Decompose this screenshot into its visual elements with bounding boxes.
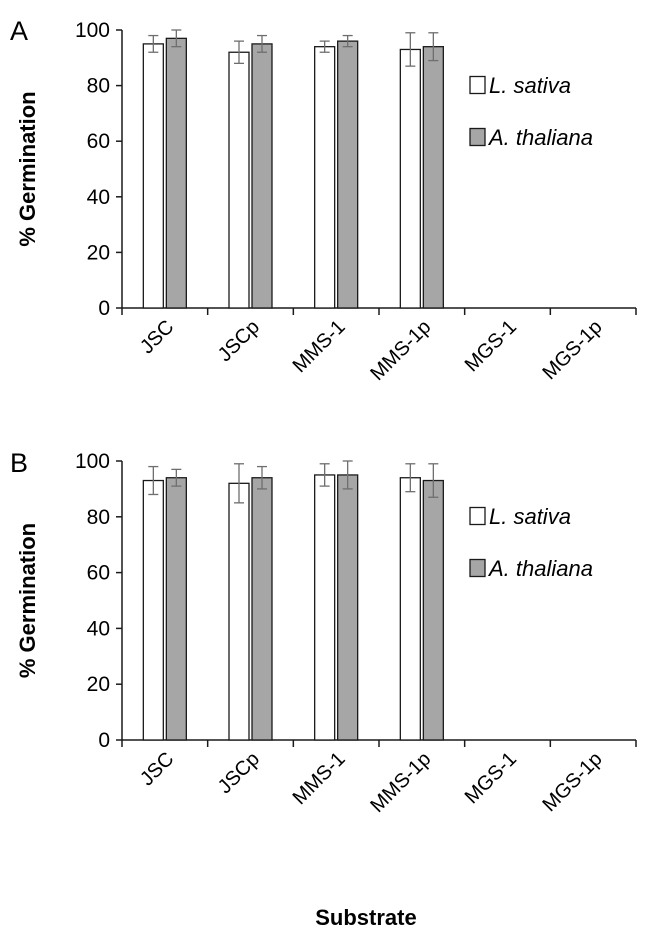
bar [229,52,249,308]
x-tick-label: JSC [136,316,178,358]
panel-b: B 0 20 40 60 80 100 % Germination JSC JSCp MMS-1 M… [10,448,636,817]
legend-label: L. sativa [489,504,571,529]
bar [400,49,420,308]
y-tick-label: 40 [87,617,110,640]
x-tick-label: MGS-1p [538,748,606,816]
bar [315,47,335,308]
bar [229,483,249,740]
x-tick-label: JSCp [214,748,264,798]
y-tick-label: 60 [87,130,110,153]
y-tick-label: 80 [87,75,110,98]
x-tick-label: JSCp [214,316,264,366]
bar [252,478,272,740]
legend-label: A. thaliana [487,125,593,150]
legend-label: L. sativa [489,73,571,98]
bar [166,478,186,740]
legend-swatch [470,560,485,577]
x-tick-label: MMS-1p [366,316,435,385]
legend-swatch [470,129,485,146]
y-tick-label: 20 [87,241,110,264]
bar [338,41,358,308]
x-tick-label: MMS-1p [366,748,435,817]
legend-label: A. thaliana [487,556,593,581]
panel-b-letter: B [10,448,28,478]
bar [315,475,335,740]
y-tick-label: 80 [87,506,110,529]
bar [423,481,443,740]
y-tick-label: 100 [75,19,110,42]
panel-a-plot: 0 20 40 60 80 100 % Germination JSC JSCp MMS-1 MMS… [15,19,636,385]
y-axis-title: % Germination [15,91,40,246]
y-tick-label: 60 [87,562,110,585]
x-tick-label: MGS-1 [461,316,521,376]
bar [143,481,163,740]
panel-b-plot: 0 20 40 60 80 100 % Germination JSC JSCp MMS-1 MMS… [15,450,636,817]
x-tick-label: JSC [136,748,178,790]
x-tick-label: MGS-1 [461,748,521,808]
x-tick-label: MMS-1 [289,748,350,809]
bar [143,44,163,308]
bar [338,475,358,740]
bar [252,44,272,308]
bar [423,47,443,308]
bar [400,478,420,740]
x-axis-title: Substrate [315,905,416,930]
bar [166,38,186,308]
panel-a: A 0 20 40 60 80 100 % Germination JSC JSCp MMS-1 M… [10,16,636,385]
panel-a-letter: A [10,16,28,46]
legend-swatch [470,77,485,94]
y-tick-label: 100 [75,450,110,473]
y-tick-label: 0 [98,729,110,752]
y-tick-label: 0 [98,297,110,320]
x-tick-label: MGS-1p [538,316,606,384]
y-axis-title: % Germination [15,523,40,678]
y-tick-label: 40 [87,186,110,209]
y-tick-label: 20 [87,673,110,696]
legend-swatch [470,508,485,525]
x-tick-label: MMS-1 [289,316,350,377]
